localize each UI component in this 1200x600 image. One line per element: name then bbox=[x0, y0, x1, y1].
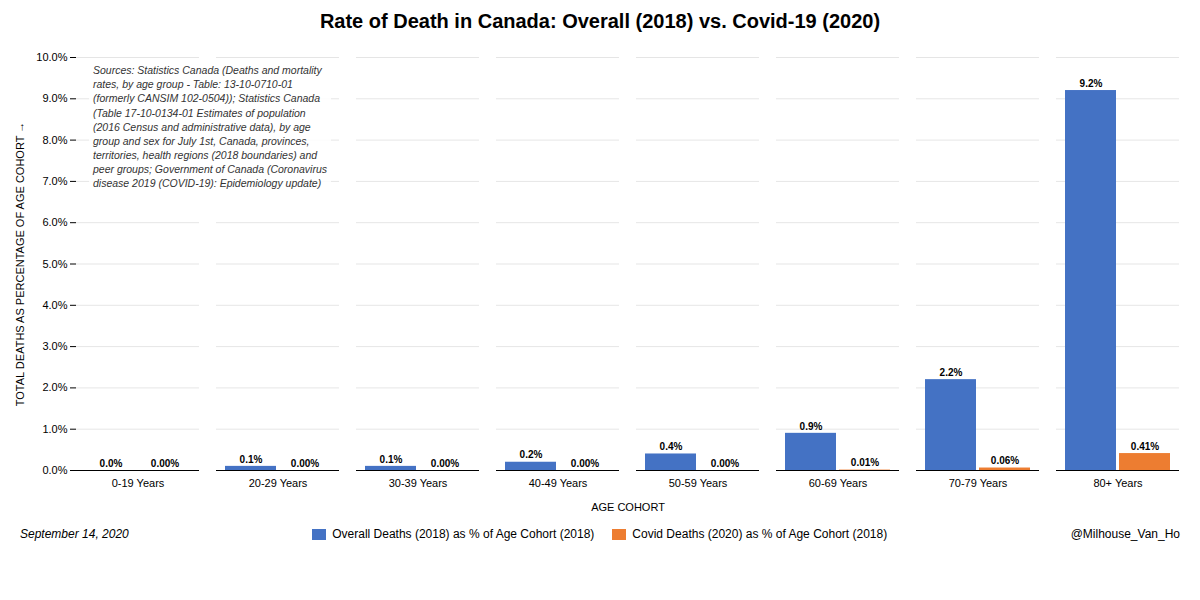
svg-text:9.0%: 9.0% bbox=[42, 92, 67, 104]
html-text:@Milhouse_Van_Ho: @Milhouse_Van_Ho bbox=[1070, 527, 1180, 541]
svg-text:9.2%: 9.2% bbox=[1080, 78, 1103, 89]
svg-text:0.01%: 0.01% bbox=[851, 457, 879, 468]
svg-text:6.0%: 6.0% bbox=[42, 216, 67, 228]
svg-text:0.0%: 0.0% bbox=[100, 458, 123, 469]
html-text:Rate of Death in Canada: Overa: Rate of Death in Canada: Overall (2018) … bbox=[319, 10, 881, 32]
svg-text:50-59 Years: 50-59 Years bbox=[669, 477, 728, 489]
svg-text:1.0%: 1.0% bbox=[42, 423, 67, 435]
html-text:Overall Deaths (2018) as % of: Overall Deaths (2018) as % of Age Cohort… bbox=[332, 527, 595, 541]
svg-text:0.00%: 0.00% bbox=[571, 458, 599, 469]
svg-text:5.0%: 5.0% bbox=[42, 258, 67, 270]
svg-text:80+ Years: 80+ Years bbox=[1093, 477, 1143, 489]
svg-text:0.0%: 0.0% bbox=[42, 464, 67, 476]
svg-text:TOTAL DEATHS AS PERCENTAGE OF: TOTAL DEATHS AS PERCENTAGE OF AGE COHORT… bbox=[14, 122, 26, 406]
svg-text:0.00%: 0.00% bbox=[431, 458, 459, 469]
svg-text:20-29 Years: 20-29 Years bbox=[249, 477, 308, 489]
html-text:Covid Deaths (2020) as % of Ag: Covid Deaths (2020) as % of Age Cohort (… bbox=[632, 527, 888, 541]
svg-text:30-39 Years: 30-39 Years bbox=[389, 477, 448, 489]
svg-text:7.0%: 7.0% bbox=[42, 175, 67, 187]
svg-text:60-69 Years: 60-69 Years bbox=[809, 477, 868, 489]
svg-text:2.2%: 2.2% bbox=[940, 367, 963, 378]
svg-text:0.1%: 0.1% bbox=[240, 454, 263, 465]
svg-text:40-49 Years: 40-49 Years bbox=[529, 477, 588, 489]
svg-text:0.41%: 0.41% bbox=[1131, 441, 1159, 452]
svg-text:0.00%: 0.00% bbox=[151, 458, 179, 469]
svg-text:0.4%: 0.4% bbox=[660, 441, 683, 452]
svg-text:0.9%: 0.9% bbox=[800, 421, 823, 432]
svg-text:0-19 Years: 0-19 Years bbox=[112, 477, 165, 489]
html-text:September 14, 2020: September 14, 2020 bbox=[20, 527, 129, 541]
svg-text:0.00%: 0.00% bbox=[291, 458, 319, 469]
svg-text:2.0%: 2.0% bbox=[42, 381, 67, 393]
svg-text:0.06%: 0.06% bbox=[991, 455, 1019, 466]
svg-text:0.00%: 0.00% bbox=[711, 458, 739, 469]
svg-text:10.0%: 10.0% bbox=[36, 51, 67, 63]
svg-text:3.0%: 3.0% bbox=[42, 340, 67, 352]
svg-text:4.0%: 4.0% bbox=[42, 299, 67, 311]
html-text:Sources: Statistics Canada (De: Sources: Statistics Canada (Deaths and m… bbox=[93, 64, 327, 190]
svg-text:0.2%: 0.2% bbox=[520, 449, 543, 460]
svg-text:70-79 Years: 70-79 Years bbox=[949, 477, 1008, 489]
svg-text:8.0%: 8.0% bbox=[42, 134, 67, 146]
svg-text:0.1%: 0.1% bbox=[380, 454, 403, 465]
svg-text:AGE COHORT: AGE COHORT bbox=[591, 501, 665, 513]
